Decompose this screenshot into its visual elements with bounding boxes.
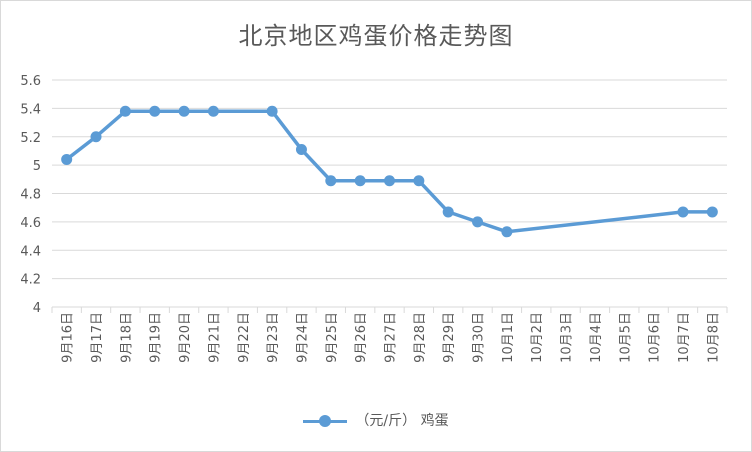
legend-series-marker <box>303 415 348 427</box>
x-tick-label: 9月28日 <box>413 312 428 363</box>
x-tick-label: 9月25日 <box>325 312 340 363</box>
x-tick-label: 10月5日 <box>618 312 633 363</box>
data-point <box>677 206 689 218</box>
data-point <box>295 144 307 156</box>
y-tick-label: 4.2 <box>20 273 41 288</box>
x-tick-label: 9月29日 <box>442 312 457 363</box>
data-point <box>90 131 102 143</box>
x-tick-label: 9月20日 <box>178 312 193 363</box>
x-tick-label: 9月22日 <box>237 312 252 363</box>
y-tick-label: 4 <box>33 301 41 316</box>
data-point <box>119 105 131 117</box>
x-tick-label: 10月2日 <box>530 312 545 363</box>
x-tick-label: 9月26日 <box>354 312 369 363</box>
x-tick-label: 9月30日 <box>472 312 487 363</box>
y-tick-label: 4.4 <box>20 244 41 259</box>
y-tick-label: 4.8 <box>20 188 41 203</box>
data-point <box>413 175 425 187</box>
x-tick-label: 9月21日 <box>207 312 222 363</box>
data-point <box>149 105 161 117</box>
x-tick-label: 10月1日 <box>501 312 516 363</box>
x-tick-label: 9月19日 <box>149 312 164 363</box>
y-tick-label: 5.4 <box>20 102 41 117</box>
x-tick-label: 10月7日 <box>677 312 692 363</box>
x-tick-label: 10月8日 <box>706 312 721 363</box>
x-tick-label: 9月23日 <box>266 312 281 363</box>
x-tick-label: 10月6日 <box>648 312 663 363</box>
data-point <box>325 175 337 187</box>
y-tick-label: 5.6 <box>20 74 41 89</box>
chart-title: 北京地区鸡蛋价格走势图 <box>238 22 514 50</box>
data-point <box>472 216 484 228</box>
y-tick-label: 4.6 <box>20 216 41 231</box>
x-tick-label: 9月18日 <box>119 312 134 363</box>
legend-series-label: （元/斤） 鸡蛋 <box>355 413 449 429</box>
data-point <box>178 105 190 117</box>
data-point <box>207 105 219 117</box>
data-point <box>384 175 395 187</box>
series-line <box>65 109 713 234</box>
y-tick-label: 5.2 <box>20 131 41 146</box>
x-tick-label: 9月24日 <box>295 312 310 363</box>
x-tick-label: 10月4日 <box>589 312 604 363</box>
data-point <box>706 206 718 218</box>
y-tick-label: 5 <box>33 159 41 174</box>
chart-legend: （元/斤） 鸡蛋 <box>0 410 752 430</box>
x-tick-label: 9月27日 <box>384 312 399 363</box>
x-tick-label: 9月16日 <box>61 312 76 363</box>
data-point <box>501 226 513 238</box>
data-point <box>266 105 278 117</box>
data-point <box>354 175 366 187</box>
data-point <box>442 206 454 218</box>
x-tick-label: 9月17日 <box>90 312 105 363</box>
data-point <box>61 153 73 165</box>
x-tick-label: 10月3日 <box>560 312 575 363</box>
